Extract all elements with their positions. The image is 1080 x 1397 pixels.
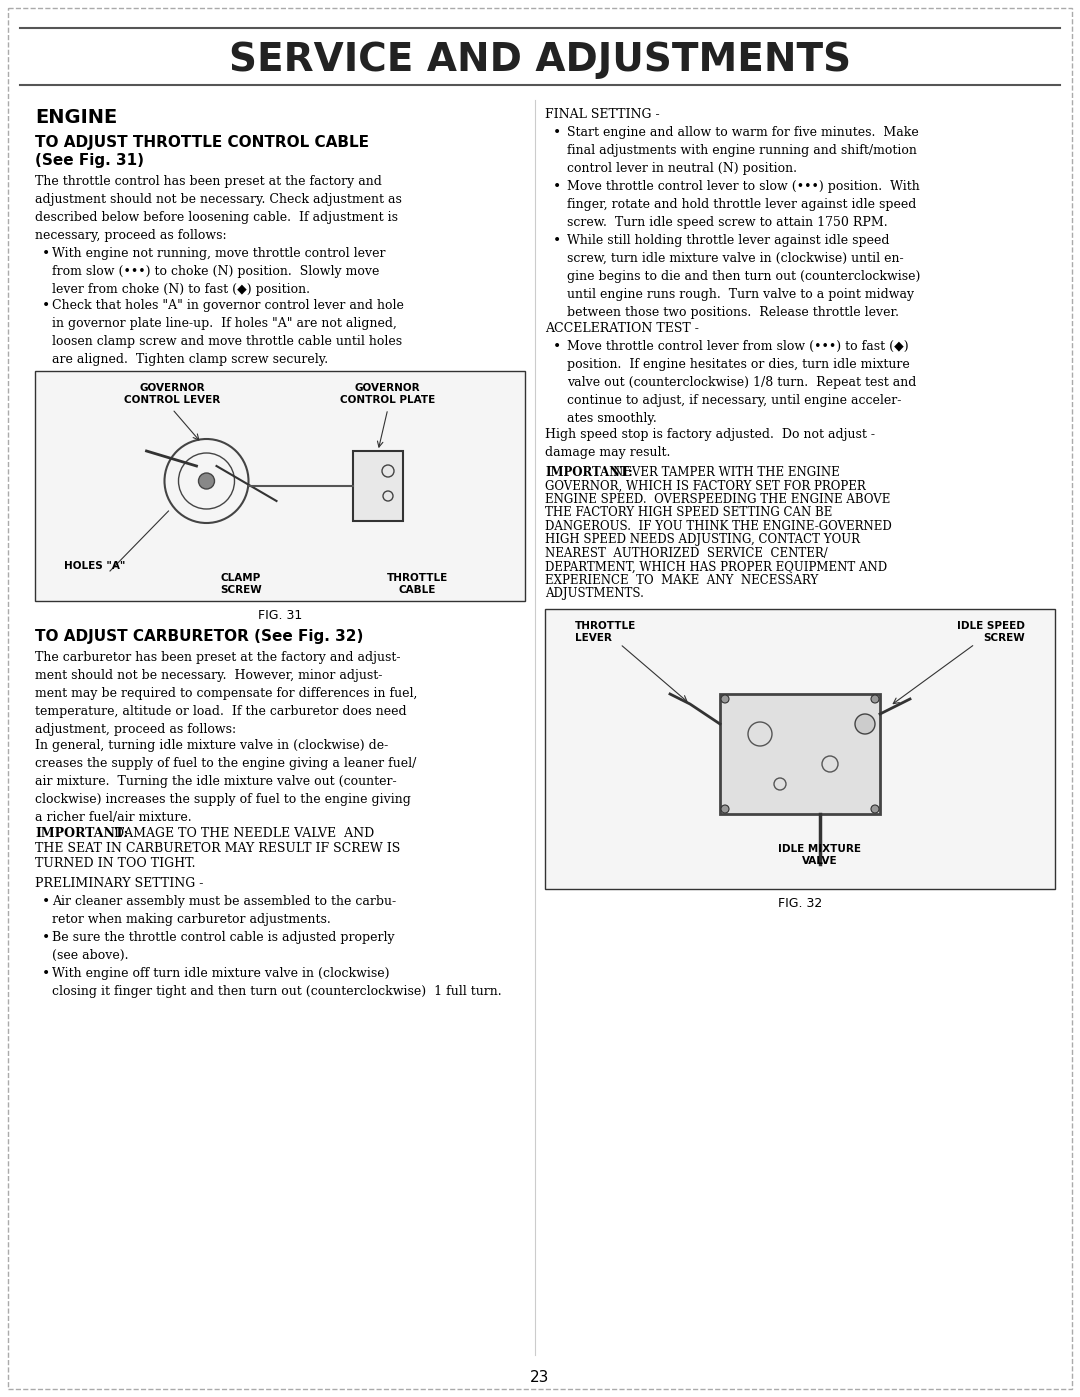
Text: Air cleaner assembly must be assembled to the carbu-
retor when making carbureto: Air cleaner assembly must be assembled t… xyxy=(52,895,396,926)
Text: The throttle control has been preset at the factory and
adjustment should not be: The throttle control has been preset at … xyxy=(35,175,402,242)
Text: High speed stop is factory adjusted.  Do not adjust -
damage may result.: High speed stop is factory adjusted. Do … xyxy=(545,427,875,460)
Text: IDLE SPEED
SCREW: IDLE SPEED SCREW xyxy=(957,622,1025,643)
Text: TO ADJUST THROTTLE CONTROL CABLE: TO ADJUST THROTTLE CONTROL CABLE xyxy=(35,136,369,149)
Text: DEPARTMENT, WHICH HAS PROPER EQUIPMENT AND: DEPARTMENT, WHICH HAS PROPER EQUIPMENT A… xyxy=(545,560,887,574)
Text: •: • xyxy=(553,126,562,140)
Text: TURNED IN TOO TIGHT.: TURNED IN TOO TIGHT. xyxy=(35,856,195,870)
Text: THROTTLE
CABLE: THROTTLE CABLE xyxy=(387,573,448,595)
Text: NEVER TAMPER WITH THE ENGINE: NEVER TAMPER WITH THE ENGINE xyxy=(613,467,840,479)
Text: IMPORTANT:: IMPORTANT: xyxy=(35,827,129,840)
Text: FINAL SETTING -: FINAL SETTING - xyxy=(545,108,660,122)
Text: Move throttle control lever from slow (•••) to fast (◆)
position.  If engine hes: Move throttle control lever from slow (•… xyxy=(567,339,916,425)
Text: Be sure the throttle control cable is adjusted properly
(see above).: Be sure the throttle control cable is ad… xyxy=(52,930,394,963)
Text: ENGINE SPEED.  OVERSPEEDING THE ENGINE ABOVE: ENGINE SPEED. OVERSPEEDING THE ENGINE AB… xyxy=(545,493,890,506)
Bar xyxy=(35,372,525,601)
Text: CLAMP
SCREW: CLAMP SCREW xyxy=(220,573,261,595)
Text: ADJUSTMENTS.: ADJUSTMENTS. xyxy=(545,588,644,601)
Text: While still holding throttle lever against idle speed
screw, turn idle mixture v: While still holding throttle lever again… xyxy=(567,235,920,319)
Text: Start engine and allow to warm for five minutes.  Make
final adjustments with en: Start engine and allow to warm for five … xyxy=(567,126,919,175)
Text: TO ADJUST CARBURETOR (See Fig. 32): TO ADJUST CARBURETOR (See Fig. 32) xyxy=(35,629,363,644)
Text: HOLES "A": HOLES "A" xyxy=(65,562,125,571)
Text: ACCELERATION TEST -: ACCELERATION TEST - xyxy=(545,321,699,335)
Text: THE FACTORY HIGH SPEED SETTING CAN BE: THE FACTORY HIGH SPEED SETTING CAN BE xyxy=(545,507,833,520)
Text: GOVERNOR
CONTROL LEVER: GOVERNOR CONTROL LEVER xyxy=(124,383,220,405)
Text: •: • xyxy=(42,247,51,261)
Circle shape xyxy=(870,694,879,703)
Text: •: • xyxy=(553,180,562,194)
Text: •: • xyxy=(42,930,51,944)
Text: GOVERNOR
CONTROL PLATE: GOVERNOR CONTROL PLATE xyxy=(340,383,435,405)
Text: In general, turning idle mixture valve in (clockwise) de-
creases the supply of : In general, turning idle mixture valve i… xyxy=(35,739,417,824)
Text: FIG. 32: FIG. 32 xyxy=(778,897,822,909)
Text: Check that holes "A" in governor control lever and hole
in governor plate line-u: Check that holes "A" in governor control… xyxy=(52,299,404,366)
Bar xyxy=(545,609,1055,888)
Text: IMPORTANT:: IMPORTANT: xyxy=(545,467,633,479)
Text: FIG. 31: FIG. 31 xyxy=(258,609,302,622)
Bar xyxy=(353,451,403,521)
Text: GOVERNOR, WHICH IS FACTORY SET FOR PROPER: GOVERNOR, WHICH IS FACTORY SET FOR PROPE… xyxy=(545,479,866,493)
Text: NEAREST  AUTHORIZED  SERVICE  CENTER/: NEAREST AUTHORIZED SERVICE CENTER/ xyxy=(545,548,827,560)
Text: DANGEROUS.  IF YOU THINK THE ENGINE-GOVERNED: DANGEROUS. IF YOU THINK THE ENGINE-GOVER… xyxy=(545,520,892,534)
Circle shape xyxy=(721,694,729,703)
Text: •: • xyxy=(42,967,51,981)
Text: EXPERIENCE  TO  MAKE  ANY  NECESSARY: EXPERIENCE TO MAKE ANY NECESSARY xyxy=(545,574,819,587)
Text: The carburetor has been preset at the factory and adjust-
ment should not be nec: The carburetor has been preset at the fa… xyxy=(35,651,417,736)
Circle shape xyxy=(199,474,215,489)
Text: With engine not running, move throttle control lever
from slow (•••) to choke (N: With engine not running, move throttle c… xyxy=(52,247,386,296)
Text: THE SEAT IN CARBURETOR MAY RESULT IF SCREW IS: THE SEAT IN CARBURETOR MAY RESULT IF SCR… xyxy=(35,842,401,855)
Text: THROTTLE
LEVER: THROTTLE LEVER xyxy=(575,622,636,643)
Text: ENGINE: ENGINE xyxy=(35,108,118,127)
Text: HIGH SPEED NEEDS ADJUSTING, CONTACT YOUR: HIGH SPEED NEEDS ADJUSTING, CONTACT YOUR xyxy=(545,534,860,546)
Text: (See Fig. 31): (See Fig. 31) xyxy=(35,154,144,168)
Text: •: • xyxy=(553,339,562,353)
Bar xyxy=(720,694,880,814)
Text: PRELIMINARY SETTING -: PRELIMINARY SETTING - xyxy=(35,877,203,890)
Circle shape xyxy=(721,805,729,813)
Circle shape xyxy=(870,805,879,813)
Circle shape xyxy=(855,714,875,733)
Text: 23: 23 xyxy=(530,1370,550,1384)
Text: With engine off turn idle mixture valve in (clockwise)
closing it finger tight a: With engine off turn idle mixture valve … xyxy=(52,967,501,997)
Text: IDLE MIXTURE
VALVE: IDLE MIXTURE VALVE xyxy=(779,844,862,866)
Text: SERVICE AND ADJUSTMENTS: SERVICE AND ADJUSTMENTS xyxy=(229,41,851,80)
Text: •: • xyxy=(42,895,51,909)
Text: •: • xyxy=(42,299,51,313)
Text: Move throttle control lever to slow (•••) position.  With
finger, rotate and hol: Move throttle control lever to slow (•••… xyxy=(567,180,920,229)
Text: •: • xyxy=(553,235,562,249)
Text: DAMAGE TO THE NEEDLE VALVE  AND: DAMAGE TO THE NEEDLE VALVE AND xyxy=(110,827,375,840)
